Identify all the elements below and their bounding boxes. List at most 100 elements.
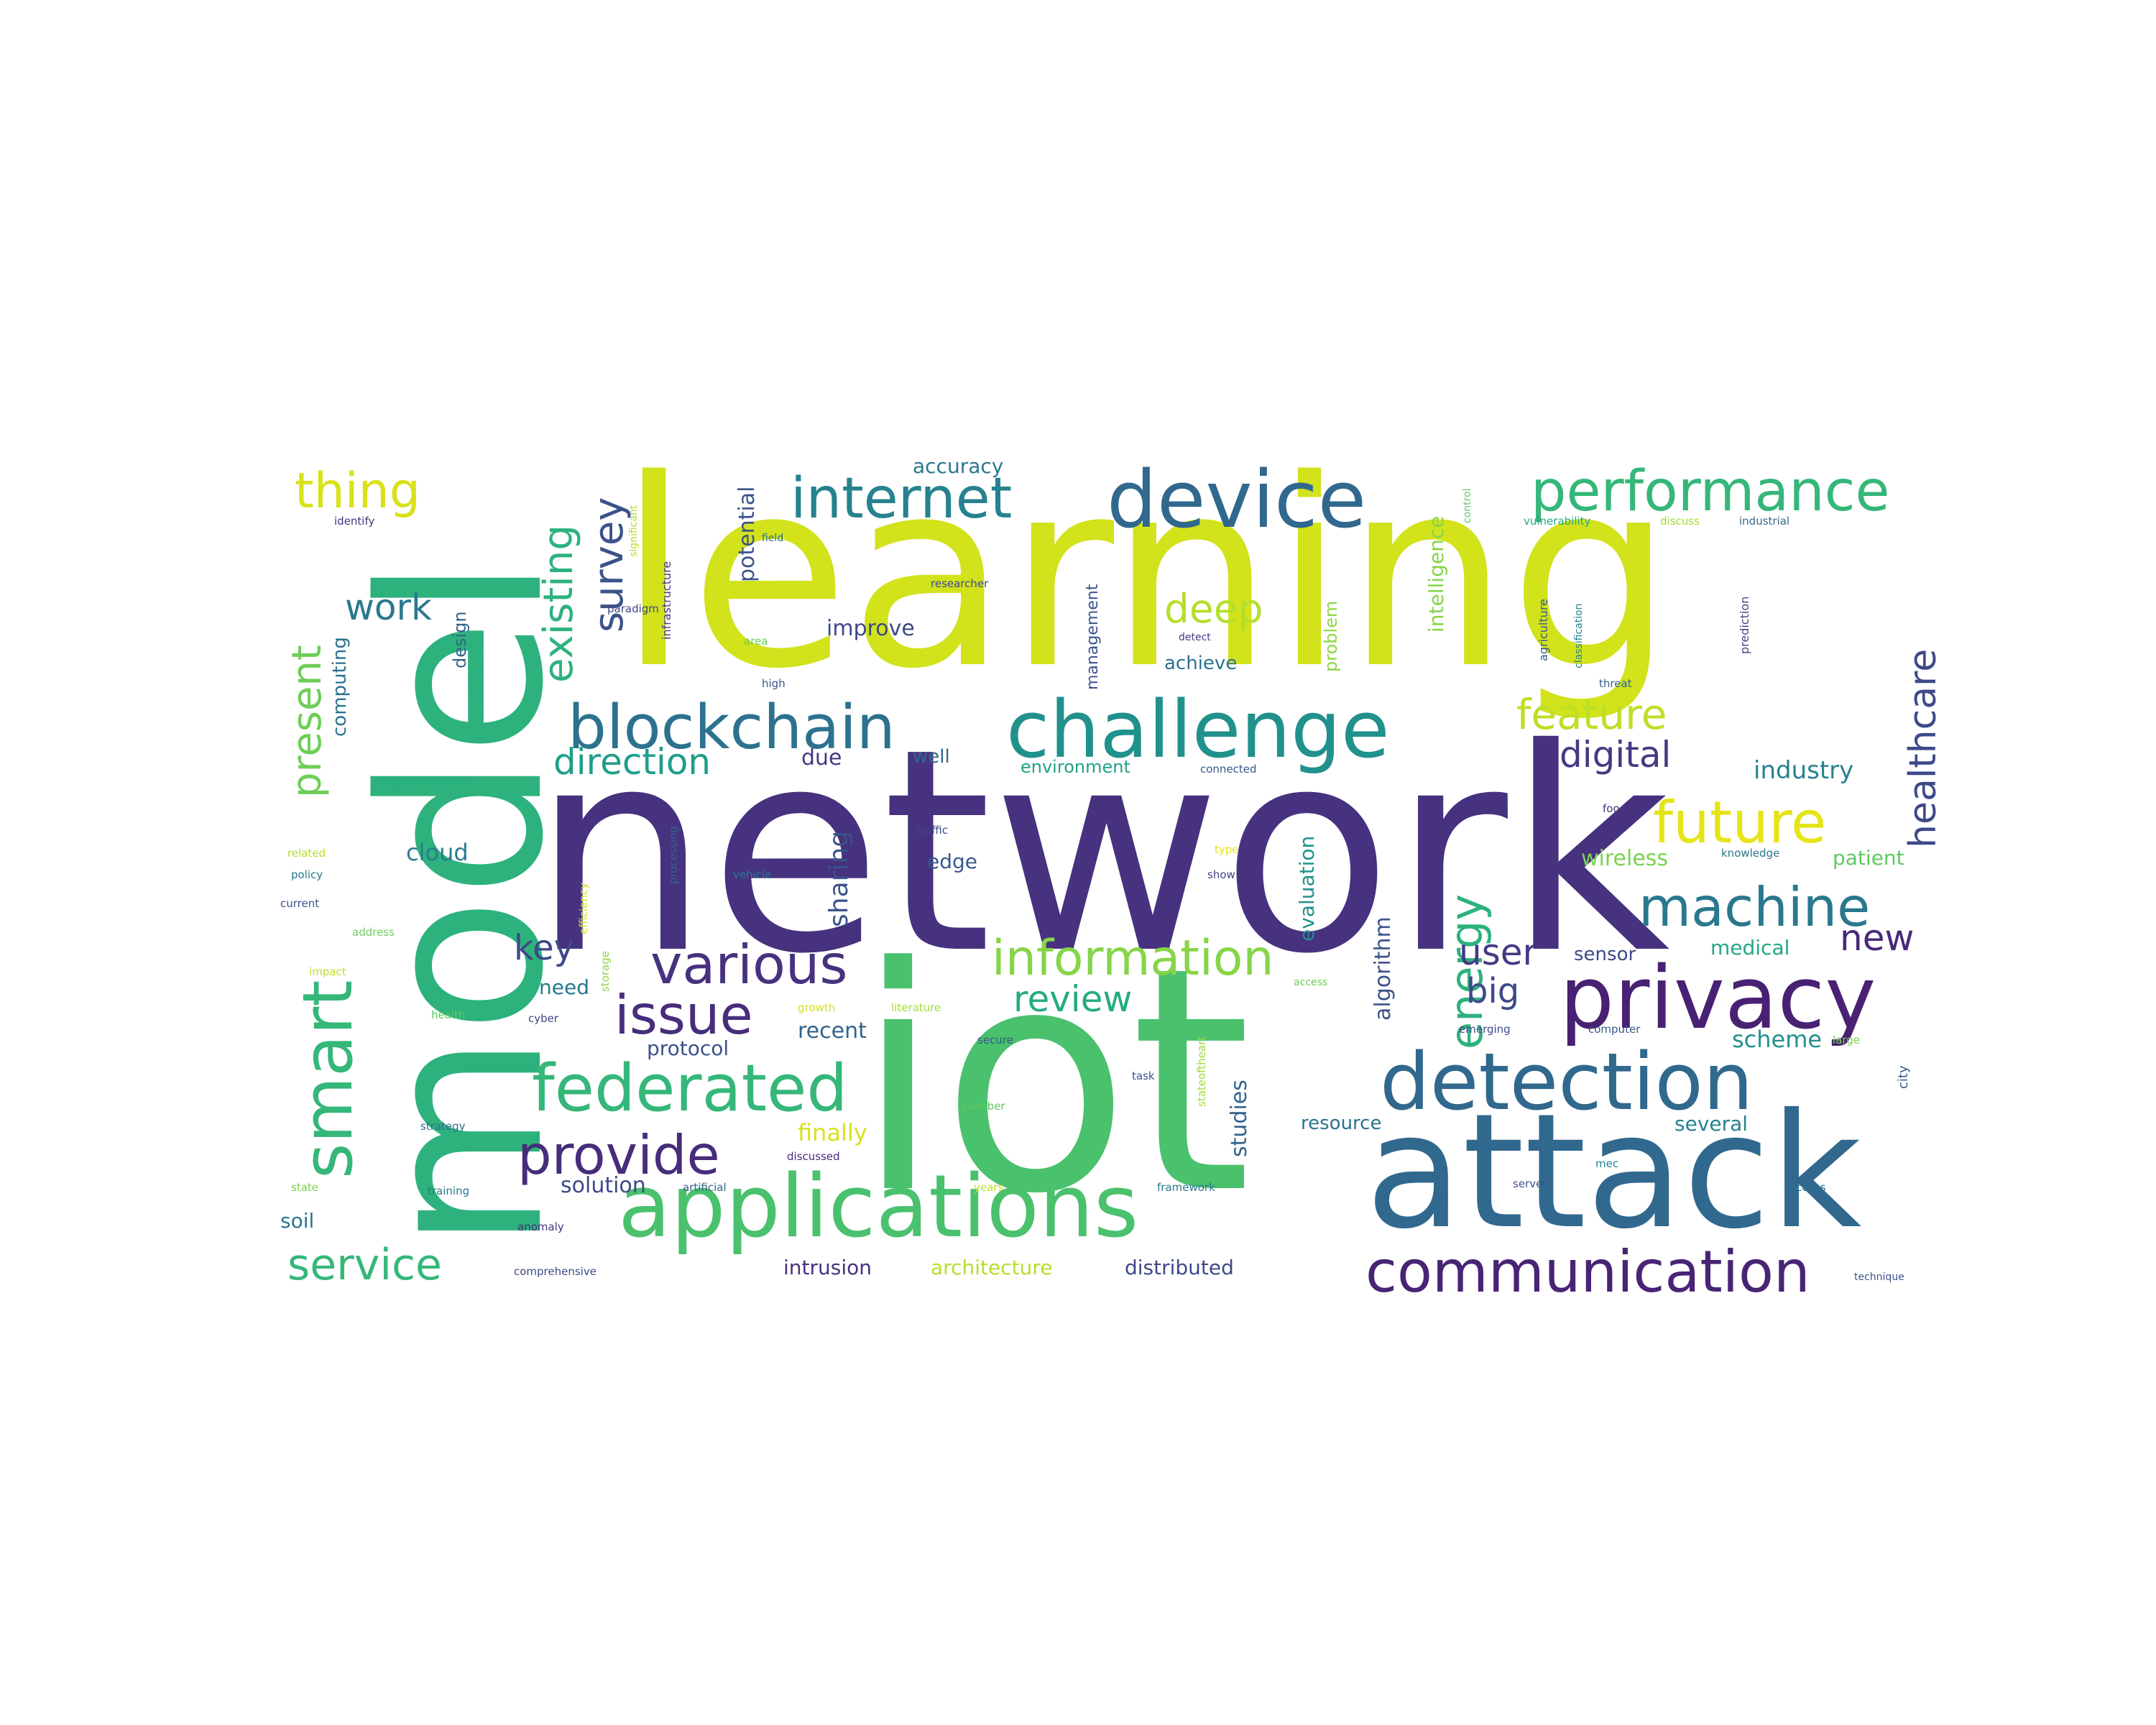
word-large: large	[1833, 1034, 1861, 1046]
word-significant: significant	[628, 505, 640, 557]
word-number: number	[963, 1100, 1005, 1113]
word-stateoftheart: stateoftheart	[1195, 1036, 1208, 1107]
word-paradigm: paradigm	[607, 602, 659, 615]
word-infrastructure: infrastructure	[660, 561, 673, 640]
word-device: device	[1107, 454, 1367, 546]
word-blockchain: blockchain	[568, 692, 895, 763]
word-address: address	[352, 926, 395, 939]
word-impact: impact	[309, 965, 346, 978]
word-detection: detection	[1380, 1036, 1754, 1128]
word-implementation: implementation	[381, 775, 466, 788]
word-accuracy: accuracy	[913, 454, 1004, 478]
word-technique: technique	[1854, 1271, 1904, 1283]
word-recent: recent	[798, 1018, 867, 1044]
word-sensor: sensor	[1574, 944, 1636, 965]
word-communication: communication	[1365, 1238, 1810, 1305]
word-city: city	[1896, 1065, 1911, 1089]
word-direction: direction	[553, 741, 711, 783]
word-policy: policy	[291, 868, 323, 881]
word-existing: existing	[535, 525, 582, 683]
word-digital: digital	[1560, 734, 1672, 776]
word-soil: soil	[280, 1209, 315, 1233]
word-performance: performance	[1531, 459, 1890, 524]
word-computer: computer	[1588, 1023, 1641, 1036]
word-smart: smart	[289, 980, 368, 1179]
word-thing: thing	[295, 463, 420, 520]
word-federated: federated	[532, 1051, 848, 1126]
word-finally: finally	[798, 1119, 867, 1146]
word-distributed: distributed	[1125, 1256, 1234, 1279]
word-framework: framework	[1157, 1181, 1215, 1194]
word-future: future	[1653, 789, 1827, 856]
word-patient: patient	[1833, 846, 1904, 870]
word-deep: deep	[1164, 586, 1263, 632]
word-task: task	[1132, 1070, 1155, 1082]
word-intelligence: intelligence	[1424, 515, 1448, 632]
word-discussed: discussed	[787, 1150, 840, 1163]
word-vulnerability: vulnerability	[1524, 515, 1591, 528]
word-feature: feature	[1516, 690, 1667, 739]
word-cloud: cloud	[406, 839, 469, 866]
word-strategy: strategy	[420, 1120, 466, 1133]
word-resource: resource	[1301, 1113, 1382, 1134]
word-several: several	[1674, 1112, 1749, 1136]
word-state: state	[291, 1181, 318, 1194]
word-threat: threat	[1599, 677, 1632, 690]
word-high: high	[762, 677, 786, 690]
word-discuss: discuss	[1660, 515, 1700, 528]
word-vehicle: vehicle	[733, 868, 772, 881]
word-achieve: achieve	[1164, 653, 1238, 674]
word-applications: applications	[618, 1157, 1139, 1257]
word-new: new	[1840, 917, 1915, 959]
word-algorithm: algorithm	[1370, 916, 1396, 1021]
word-researcher: researcher	[931, 577, 989, 590]
word-architecture: architecture	[931, 1256, 1053, 1279]
word-potential: potential	[734, 486, 760, 582]
word-mec: mec	[1595, 1157, 1619, 1170]
word-problem: problem	[1321, 600, 1341, 672]
word-computing: computing	[329, 637, 351, 737]
word-need: need	[539, 975, 589, 999]
word-design: design	[450, 611, 470, 668]
word-traffic: traffic	[916, 824, 948, 837]
word-healthcare: healthcare	[1902, 648, 1945, 848]
word-user: user	[1459, 932, 1538, 973]
word-key: key	[514, 928, 575, 968]
word-various: various	[650, 933, 848, 996]
word-management: management	[1084, 584, 1102, 690]
word-solution: solution	[561, 1173, 646, 1198]
word-area: area	[744, 635, 768, 648]
word-field: field	[762, 533, 784, 544]
word-present: present	[284, 645, 331, 798]
word-wireless: wireless	[1581, 846, 1669, 871]
word-connected: connected	[1200, 763, 1257, 776]
word-years: years	[974, 1181, 1004, 1194]
word-prediction: prediction	[1738, 596, 1751, 654]
word-network: network	[532, 689, 1670, 1015]
word-detect: detect	[1179, 632, 1211, 643]
word-privacy: privacy	[1560, 949, 1876, 1049]
word-studies: studies	[1227, 1080, 1252, 1157]
word-environment: environment	[1021, 757, 1130, 777]
word-intrusion: intrusion	[783, 1256, 872, 1279]
word-anomaly: anomaly	[517, 1220, 564, 1233]
word-access-2: access	[1294, 977, 1328, 988]
word-medical: medical	[1710, 936, 1790, 960]
word-industrial: industrial	[1739, 515, 1790, 528]
word-protocol: protocol	[647, 1036, 729, 1060]
word-identify: identify	[334, 515, 375, 528]
word-learning: learning	[618, 424, 1674, 725]
word-attack: attack	[1365, 1080, 1862, 1264]
word-current: current	[280, 897, 320, 910]
word-improve: improve	[826, 616, 915, 641]
word-emerging: emerging	[1459, 1023, 1511, 1036]
word-type: type	[1215, 843, 1239, 856]
word-comprehensive: comprehensive	[514, 1265, 596, 1278]
word-classification: classification	[1573, 603, 1585, 668]
word-cyber: cyber	[528, 1012, 559, 1025]
word-agriculture: agriculture	[1537, 599, 1550, 661]
word-server: server	[1513, 1177, 1547, 1190]
word-evaluation: evaluation	[1295, 835, 1319, 942]
word-issue: issue	[614, 983, 753, 1046]
